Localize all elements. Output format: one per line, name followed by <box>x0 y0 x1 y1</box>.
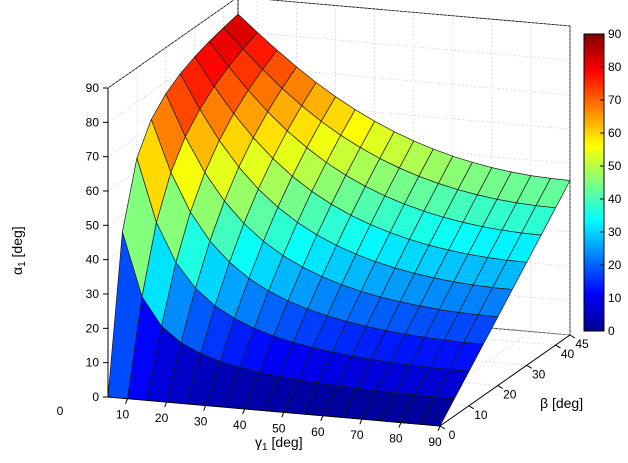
colorbar-tick-label: 0 <box>608 324 615 338</box>
x-tick-mark <box>164 401 168 408</box>
z-tick-label: 0 <box>92 390 99 404</box>
z-tick-label: 70 <box>86 150 100 164</box>
axes-front-lines <box>107 88 571 427</box>
x-tick-label: 10 <box>116 408 130 422</box>
y-tick-label: 40 <box>561 347 575 361</box>
y-tick-mark <box>569 334 576 339</box>
x-axis-label-unit: [deg] <box>268 434 303 450</box>
z-axis-label: α1 [deg] <box>9 226 28 275</box>
x-axis-line <box>107 396 441 427</box>
colorbar-ticks: 0 10 20 30 40 50 60 70 80 90 <box>600 27 622 338</box>
x-tick-mark <box>203 405 207 411</box>
x-tick-mark <box>359 418 363 425</box>
x-axis-label-subscript: 1 <box>262 442 268 453</box>
z-axis-label-unit: [deg] <box>9 226 25 261</box>
z-tick-label: 90 <box>86 81 100 95</box>
x-tick-label: 50 <box>272 421 286 435</box>
colorbar-tick-label: 60 <box>608 126 622 140</box>
z-tick-label: 20 <box>86 321 100 335</box>
z-tick-label: 40 <box>86 253 100 267</box>
x-tick-mark <box>320 415 324 421</box>
y-tick-label: 45 <box>575 337 589 351</box>
z-tick-label: 80 <box>86 115 100 129</box>
y-tick-label: 10 <box>474 408 488 422</box>
grid-z <box>107 0 571 89</box>
x-tick-mark <box>242 408 246 415</box>
x-tick-label: 40 <box>233 418 247 432</box>
colorbar-gradient <box>583 33 605 332</box>
x-tick-label: 20 <box>155 411 169 425</box>
y-tick-label: 30 <box>532 367 546 381</box>
x-tick-label: 80 <box>389 432 403 446</box>
x-axis-label-symbol: γ <box>255 434 262 450</box>
x-tick-mark <box>437 425 441 432</box>
x-tick-mark <box>281 412 285 418</box>
colorbar-tick-label: 10 <box>608 291 622 305</box>
z-tick-label: 10 <box>86 356 100 370</box>
y-tick-mark <box>555 344 561 349</box>
z-tick-label: 30 <box>86 287 100 301</box>
y-tick-mark <box>526 364 532 369</box>
surface-plot <box>107 13 571 427</box>
z-axis-label-subscript: 1 <box>17 261 28 267</box>
colorbar-tick-label: 70 <box>608 93 622 107</box>
y-tick-mark <box>439 425 446 430</box>
x-tick-label: 90 <box>428 435 442 449</box>
colorbar-tick-label: 40 <box>608 192 622 206</box>
z-axis-label-symbol: α <box>9 267 25 275</box>
y-tick-mark <box>468 405 475 410</box>
colorbar-tick-label: 30 <box>608 225 622 239</box>
x-tick-label: 70 <box>350 428 364 442</box>
x-tick-label: 60 <box>311 425 325 439</box>
colorbar-tick-label: 80 <box>608 60 622 74</box>
x-tick-mark <box>125 398 128 404</box>
origin-tick-label: 0 <box>57 404 64 418</box>
colorbar-tick-label: 90 <box>608 27 622 41</box>
colorbar-tick-label: 50 <box>608 159 622 173</box>
y-axis-label: β [deg] <box>540 395 583 411</box>
z-tick-label: 60 <box>86 184 100 198</box>
y-axis-line <box>439 334 571 427</box>
colorbar: 0 10 20 30 40 50 60 70 80 90 <box>583 27 622 338</box>
x-tick-mark <box>398 422 402 428</box>
y-tick-label: 20 <box>503 388 517 402</box>
axis-ticks: 0 10 20 30 40 50 60 70 80 90 10 20 30 40 50 60 70 80 90 0 10… <box>57 81 589 449</box>
x-tick-label: 30 <box>194 415 208 429</box>
x-axis-label: γ1 [deg] <box>255 434 303 453</box>
z-tick-label: 50 <box>86 218 100 232</box>
y-tick-label: 0 <box>449 428 456 442</box>
colorbar-tick-label: 20 <box>608 258 622 272</box>
y-tick-mark <box>497 385 504 389</box>
grid-z <box>107 30 571 123</box>
